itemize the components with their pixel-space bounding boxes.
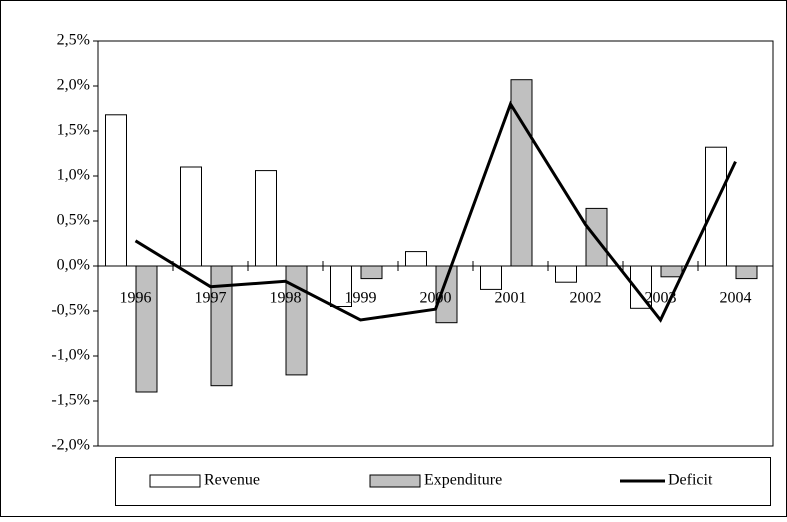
line-series bbox=[134, 100, 737, 323]
y-tick-label: -1,0% bbox=[51, 347, 90, 364]
legend-label: Expenditure bbox=[424, 472, 502, 489]
bar bbox=[360, 265, 383, 280]
y-tick-label: -2,0% bbox=[51, 437, 90, 454]
y-tick-label: 1,5% bbox=[57, 122, 90, 139]
legend-swatch bbox=[149, 474, 201, 488]
y-tick-label: -0,5% bbox=[51, 302, 90, 319]
bar bbox=[105, 114, 127, 267]
x-tick-label: 2004 bbox=[720, 290, 752, 307]
x-tick-label: 1999 bbox=[345, 290, 377, 307]
bar bbox=[405, 251, 427, 267]
bar bbox=[180, 166, 202, 267]
y-tick-label: 2,5% bbox=[57, 32, 90, 49]
bar bbox=[480, 265, 502, 290]
bar bbox=[255, 170, 277, 267]
x-tick-label: 1998 bbox=[270, 290, 302, 307]
x-tick-label: 2000 bbox=[420, 290, 452, 307]
bar bbox=[135, 265, 158, 393]
x-tick-label: 1997 bbox=[195, 290, 227, 307]
y-tick-label: 0,0% bbox=[57, 257, 90, 274]
legend-swatch bbox=[369, 474, 421, 488]
y-tick-label: -1,5% bbox=[51, 392, 90, 409]
bar bbox=[555, 265, 577, 283]
y-tick-label: 1,0% bbox=[57, 167, 90, 184]
bar bbox=[660, 265, 683, 278]
legend-label: Revenue bbox=[204, 472, 260, 489]
y-tick-label: 0,5% bbox=[57, 212, 90, 229]
plot-area bbox=[97, 40, 774, 447]
x-tick-label: 2001 bbox=[495, 290, 527, 307]
y-tick-label: 2,0% bbox=[57, 77, 90, 94]
bar bbox=[735, 265, 758, 280]
bar bbox=[705, 146, 727, 267]
x-tick-label: 2002 bbox=[570, 290, 602, 307]
legend-label: Deficit bbox=[668, 472, 713, 489]
x-tick-label: 1996 bbox=[120, 290, 152, 307]
